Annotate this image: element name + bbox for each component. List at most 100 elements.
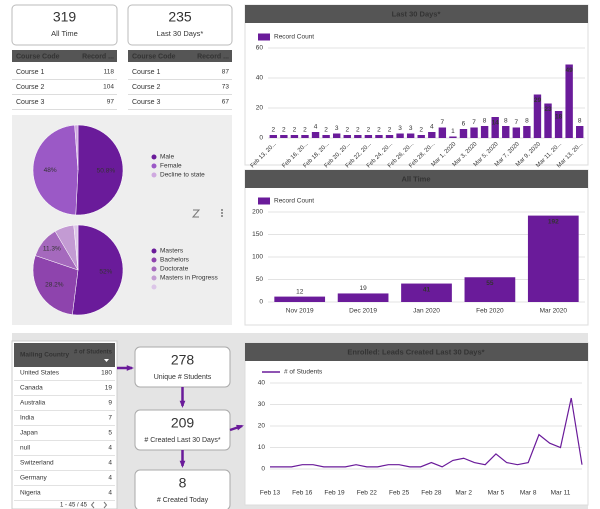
table-cell: 87 <box>222 69 230 76</box>
y-tick-label: 150 <box>252 231 263 238</box>
table-cell: Germany <box>20 475 47 482</box>
chart-header <box>245 5 588 23</box>
header-cell: # of Students <box>74 350 113 356</box>
table-cell: Nigeria <box>20 490 41 497</box>
x-tick-label: Mar 2020 <box>540 308 568 315</box>
data-label: 2 <box>271 127 275 134</box>
data-label: 12 <box>296 288 304 295</box>
legend-swatch <box>258 197 270 205</box>
bar <box>337 293 389 302</box>
data-label: 8 <box>483 118 487 125</box>
data-label: 4 <box>314 124 318 131</box>
data-label: 2 <box>377 127 381 134</box>
bar <box>332 133 341 138</box>
prev-page[interactable] <box>90 501 95 509</box>
data-label: 2 <box>419 127 423 134</box>
arrow-head <box>179 400 186 408</box>
y-tick-label: 50 <box>256 276 264 283</box>
data-label: 7 <box>472 119 476 126</box>
table-cell: Course 2 <box>132 84 161 91</box>
scorecard-label: All Time <box>51 29 78 38</box>
legend-swatch <box>151 257 157 263</box>
data-label: 18 <box>555 114 563 121</box>
bar <box>523 126 531 138</box>
pie-label: 28.2% <box>45 282 64 289</box>
y-tick-label: 20 <box>256 105 264 112</box>
data-label: 1 <box>451 128 455 135</box>
chart-header <box>245 343 588 361</box>
sort-icon[interactable] <box>104 359 109 362</box>
table-cell: 4 <box>108 445 112 452</box>
data-label: 23 <box>544 106 552 113</box>
data-label: 7 <box>441 119 445 126</box>
table-cell: Course 3 <box>16 99 45 106</box>
bar <box>354 135 362 138</box>
bar <box>375 135 383 138</box>
y-tick-label: 40 <box>256 75 264 82</box>
data-label: 2 <box>303 127 307 134</box>
table-cell: 19 <box>105 385 113 392</box>
legend-swatch <box>151 163 157 169</box>
y-tick-label: 10 <box>258 444 266 451</box>
table-cell: United States <box>20 370 60 377</box>
legend-label: Decline to state <box>160 172 205 179</box>
chart-panel <box>244 4 589 166</box>
y-tick-label: 0 <box>261 466 265 473</box>
data-label: 49 <box>566 67 574 74</box>
legend-label: Record Count <box>274 34 314 41</box>
arrow-head <box>236 424 244 431</box>
pie-slice <box>32 255 79 315</box>
x-tick-label: Dec 2019 <box>349 308 377 315</box>
x-tick-label: Feb 28 <box>421 490 442 497</box>
flow-value: 209 <box>171 415 195 431</box>
arrow-head <box>126 365 134 371</box>
more-menu-icon[interactable] <box>221 209 223 217</box>
chart-title: Last 30 Days* <box>392 9 441 18</box>
pie-slice <box>32 124 79 216</box>
legend-label: Doctorate <box>160 266 189 273</box>
bar <box>554 111 563 138</box>
data-label: 2 <box>367 127 371 134</box>
next-page[interactable] <box>103 501 108 509</box>
pie-label: 52% <box>99 268 112 275</box>
data-label: 3 <box>335 125 339 132</box>
legend-label: Male <box>160 154 174 161</box>
legend-swatch <box>151 275 157 281</box>
data-label: 19 <box>359 285 367 292</box>
scorecard-label: Last 30 Days* <box>157 29 204 38</box>
bar <box>343 135 351 138</box>
x-tick-label: Mar 2 <box>455 490 472 497</box>
data-label: 8 <box>525 118 529 125</box>
pagination: 1 - 45 / 45 <box>60 503 88 509</box>
y-tick-label: 0 <box>259 135 263 142</box>
table-cell: Canada <box>20 385 43 392</box>
scorecard <box>127 4 233 46</box>
table-cell: 97 <box>107 99 115 106</box>
chart-type-icon[interactable] <box>191 209 201 218</box>
pie-label: 48% <box>44 167 57 174</box>
legend-swatch <box>258 33 270 41</box>
arrow-head <box>179 460 186 468</box>
bar <box>533 94 542 138</box>
x-tick-label: Feb 16 <box>292 490 313 497</box>
table-cell: 67 <box>222 99 230 106</box>
bar <box>502 126 510 138</box>
pie-slice <box>73 224 79 271</box>
legend-label: Masters in Progress <box>160 275 219 282</box>
data-label: 2 <box>356 127 360 134</box>
table-cell: 7 <box>108 415 112 422</box>
bar <box>470 127 478 138</box>
bar <box>544 103 552 138</box>
legend-label: Female <box>160 163 182 170</box>
table-cell: 118 <box>104 69 115 76</box>
bar <box>301 135 309 138</box>
header-cell: Record ... <box>197 53 229 60</box>
line-series <box>270 397 583 468</box>
flow-label: # Created Last 30 Days* <box>144 437 221 444</box>
x-tick-label: Mar 8 <box>520 490 537 497</box>
table-cell: Course 2 <box>16 84 45 91</box>
y-tick-label: 30 <box>258 401 266 408</box>
table-cell: Course 3 <box>132 99 161 106</box>
table-cell: 104 <box>103 84 114 91</box>
